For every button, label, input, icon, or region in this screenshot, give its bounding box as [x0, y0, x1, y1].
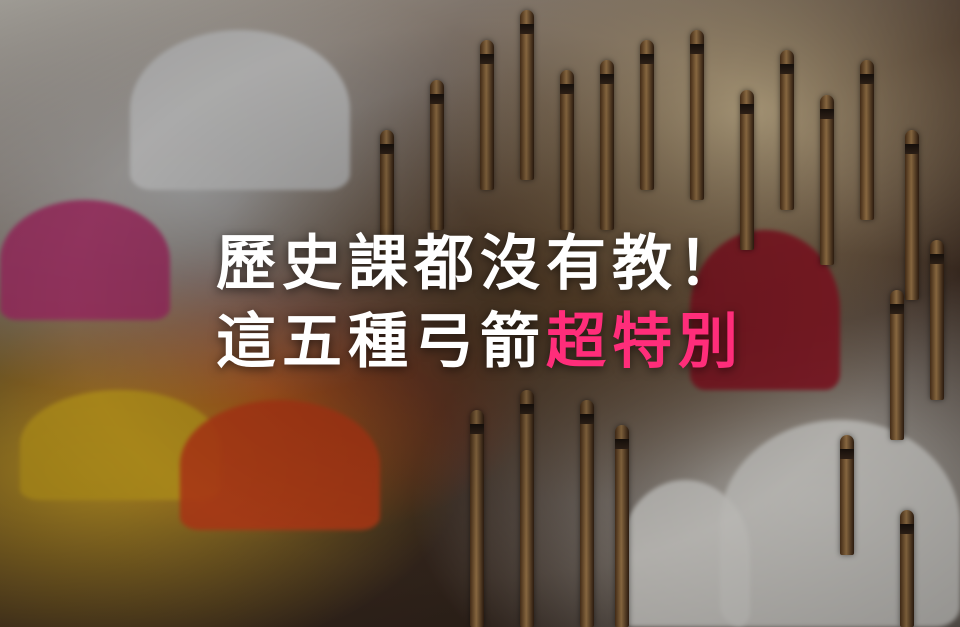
red-fletching — [690, 230, 840, 390]
orange-fletching — [180, 400, 380, 530]
arrow-shaft — [900, 510, 914, 627]
pink-fletching — [0, 200, 170, 320]
white-fletching-bottom — [620, 480, 750, 627]
arrow-shaft — [890, 290, 904, 440]
arrow-shaft — [380, 130, 394, 270]
arrow-shaft — [930, 240, 944, 400]
white-fletching — [130, 30, 350, 190]
arrow-shaft — [905, 130, 919, 300]
arrow-shaft — [690, 30, 704, 200]
arrow-shaft — [520, 390, 534, 627]
headline-line-2-white: 這五種弓箭 — [216, 307, 546, 377]
arrow-shaft — [615, 425, 629, 627]
arrow-shaft — [860, 60, 874, 220]
arrow-shaft — [640, 40, 654, 190]
arrow-shaft — [600, 60, 614, 230]
arrow-shaft — [780, 50, 794, 210]
arrow-shaft — [840, 435, 854, 555]
arrow-shaft — [820, 95, 834, 265]
arrow-shaft — [480, 40, 494, 190]
arrow-shaft — [430, 80, 444, 230]
headline: 歷史課都沒有教！ 這五種弓箭超特別 — [0, 225, 960, 381]
arrow-shaft — [580, 400, 594, 627]
arrow-shaft — [470, 410, 484, 627]
arrow-shaft — [520, 10, 534, 180]
headline-line-1: 歷史課都沒有教！ — [216, 229, 744, 299]
headline-line-2: 這五種弓箭超特別 — [0, 303, 960, 381]
arrow-shaft — [560, 70, 574, 230]
arrow-shaft — [740, 90, 754, 250]
headline-accent-text: 超特別 — [546, 307, 744, 377]
